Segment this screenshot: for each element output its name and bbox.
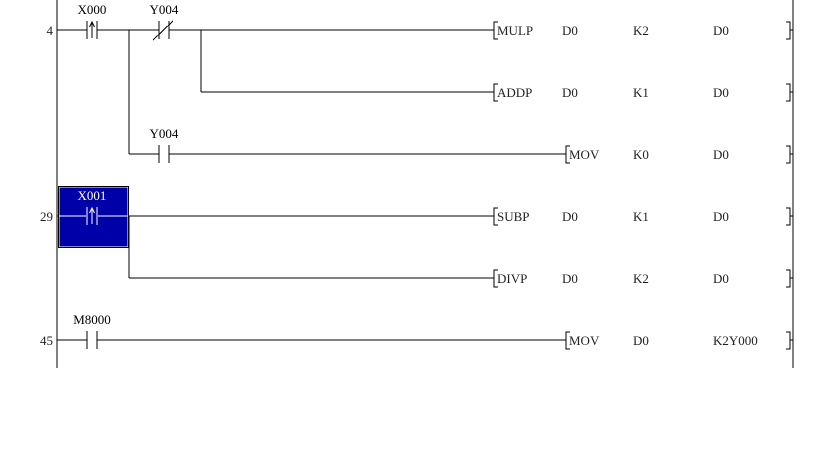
- instruction-operand: D0: [713, 23, 729, 38]
- contact-rising-edge-x001[interactable]: X001: [58, 186, 129, 248]
- instruction-addp[interactable]: ADDP D0 K1 D0: [492, 83, 793, 102]
- ladder-wires: [56, 0, 794, 368]
- instruction-opcode: DIVP: [497, 271, 527, 286]
- instruction-opcode: MOV: [569, 333, 600, 348]
- instruction-operand: D0: [713, 271, 729, 286]
- contact-label: Y004: [150, 2, 179, 17]
- instruction-opcode: ADDP: [497, 85, 532, 100]
- contact-rising-edge-x000[interactable]: X000: [78, 2, 107, 39]
- contact-label: Y004: [150, 126, 179, 141]
- instruction-close-bracket: [786, 83, 791, 102]
- contact-normally-open-y004[interactable]: Y004: [150, 126, 179, 163]
- instruction-close-bracket: [786, 21, 791, 40]
- contact-gap: [159, 152, 169, 156]
- contact-label: X000: [78, 2, 107, 17]
- contact-gap: [87, 338, 97, 342]
- instruction-operand: K2: [633, 271, 649, 286]
- instruction-divp[interactable]: DIVP D0 K2 D0: [492, 269, 793, 288]
- instruction-operand: D0: [562, 23, 578, 38]
- contact-normally-open-m8000[interactable]: M8000: [73, 312, 111, 349]
- contact-label: M8000: [73, 312, 111, 327]
- instruction-close-bracket: [786, 269, 791, 288]
- arrow-head-icon: [89, 206, 95, 214]
- step-number: 45: [40, 333, 53, 348]
- instruction-operand: D0: [562, 271, 578, 286]
- instruction-operand: K1: [633, 209, 649, 224]
- contact-label: X001: [78, 188, 107, 203]
- instruction-subp[interactable]: SUBP D0 K1 D0: [492, 207, 793, 226]
- instruction-operand: D0: [713, 147, 729, 162]
- instruction-operand: D0: [713, 209, 729, 224]
- instruction-operand: K1: [633, 85, 649, 100]
- instruction-mov[interactable]: MOV D0 K2Y000: [564, 331, 793, 350]
- instruction-operand: K2Y000: [713, 333, 758, 348]
- instruction-opcode: MULP: [497, 23, 533, 38]
- instruction-opcode: SUBP: [497, 209, 530, 224]
- instruction-mov[interactable]: MOV K0 D0: [564, 145, 793, 164]
- instruction-mulp[interactable]: MULP D0 K2 D0: [492, 21, 793, 40]
- instruction-operand: D0: [713, 85, 729, 100]
- instruction-operand: K0: [633, 147, 649, 162]
- instruction-close-bracket: [786, 331, 791, 350]
- contact-normally-closed-y004[interactable]: Y004: [150, 2, 179, 41]
- step-number: 4: [47, 23, 54, 38]
- instruction-operand: D0: [562, 85, 578, 100]
- selection-outline: [58, 186, 129, 248]
- arrow-head-icon: [89, 20, 95, 28]
- instruction-opcode: MOV: [569, 147, 600, 162]
- step-number: 29: [40, 209, 53, 224]
- instruction-close-bracket: [786, 145, 791, 164]
- nc-slash-icon: [152, 20, 174, 41]
- instruction-close-bracket: [786, 207, 791, 226]
- instruction-operand: K2: [633, 23, 649, 38]
- instruction-operand: D0: [562, 209, 578, 224]
- instruction-operand: D0: [633, 333, 649, 348]
